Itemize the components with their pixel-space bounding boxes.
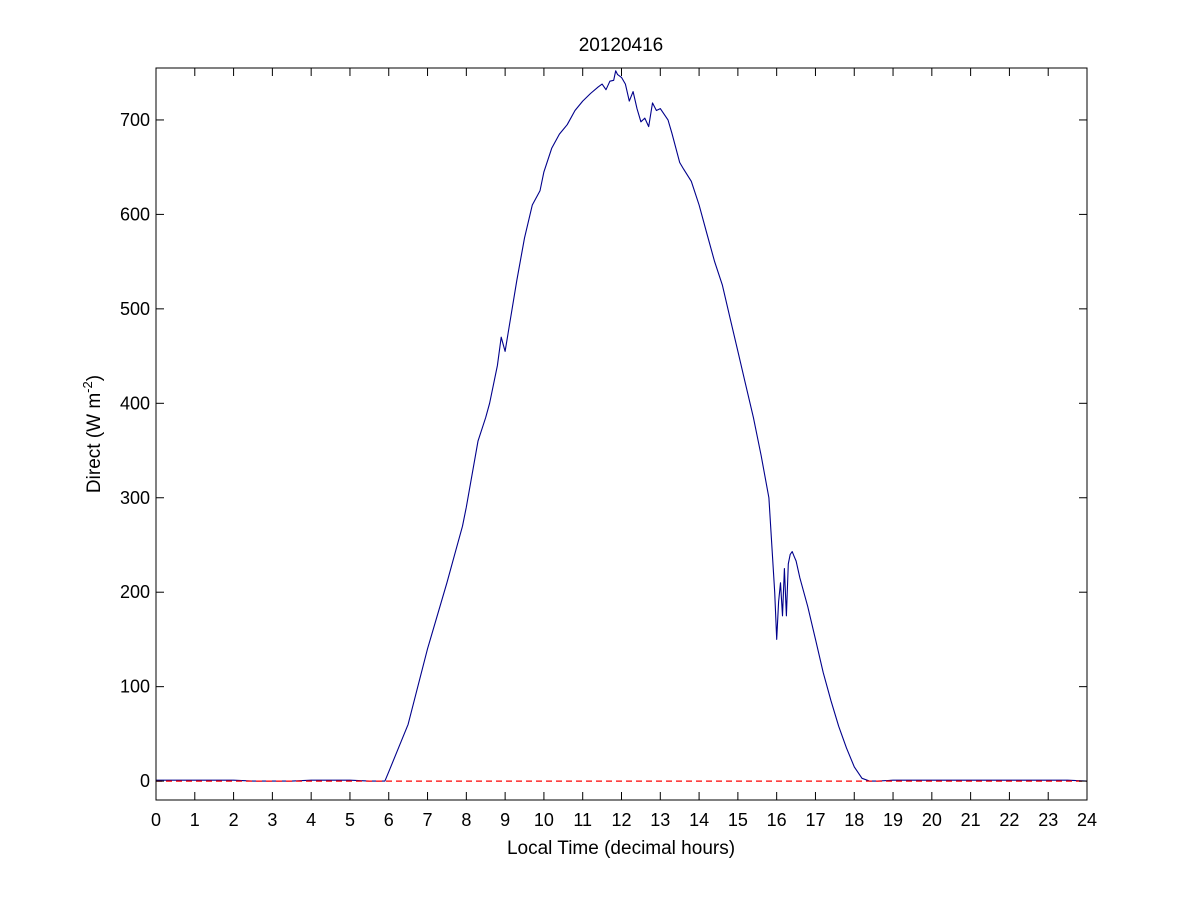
y-tick-label: 100 — [120, 677, 150, 697]
x-tick-label: 21 — [961, 810, 981, 830]
axes-layer: 0 1 2 3 4 5 6 7 8 9 10 11 12 13 14 15 16 17 18 19 20 21 22 23 24… — [120, 67, 1097, 830]
y-tick-label: 300 — [120, 488, 150, 508]
x-tick-label: 6 — [384, 810, 394, 830]
x-tick-label: 19 — [883, 810, 903, 830]
x-tick-label: 10 — [534, 810, 554, 830]
x-tick-label: 3 — [267, 810, 277, 830]
x-tick-label: 2 — [229, 810, 239, 830]
y-tick-label: 400 — [120, 393, 150, 413]
x-tick-label: 15 — [728, 810, 748, 830]
x-tick-label: 9 — [500, 810, 510, 830]
x-tick-label: 4 — [306, 810, 316, 830]
x-tick-label: 8 — [461, 810, 471, 830]
x-tick-label: 16 — [767, 810, 787, 830]
x-tick-label: 12 — [611, 810, 631, 830]
x-tick-label: 17 — [805, 810, 825, 830]
y-tick-label: 500 — [120, 299, 150, 319]
y-axis-title-suffix: ) — [84, 375, 105, 381]
x-tick-label: 0 — [151, 810, 161, 830]
x-tick-label: 5 — [345, 810, 355, 830]
x-tick-label: 11 — [573, 810, 592, 830]
y-axis-title: Direct (W m-2) — [80, 375, 105, 493]
x-tick-label: 18 — [844, 810, 864, 830]
plot-layer — [156, 70, 1088, 782]
x-tick-label: 14 — [689, 810, 709, 830]
direct-irradiance-line — [156, 70, 1088, 782]
x-tick-label: 22 — [999, 810, 1019, 830]
chart-title: 20120416 — [579, 35, 664, 56]
y-tick-label: 600 — [120, 204, 150, 224]
x-axis-title: Local Time (decimal hours) — [507, 838, 735, 859]
y-tick-label: 700 — [120, 110, 150, 130]
x-tick-label: 7 — [423, 810, 433, 830]
y-tick-label: 200 — [120, 582, 150, 602]
y-tick-label: 0 — [140, 771, 150, 791]
x-tick-label: 13 — [650, 810, 670, 830]
x-tick-label: 20 — [922, 810, 942, 830]
x-tick-label: 23 — [1038, 810, 1058, 830]
y-axis-title-superscript: -2 — [80, 381, 95, 393]
x-tick-label: 24 — [1077, 810, 1097, 830]
x-tick-label: 1 — [190, 810, 200, 830]
y-axis-title-main: Direct (W m — [84, 393, 105, 493]
